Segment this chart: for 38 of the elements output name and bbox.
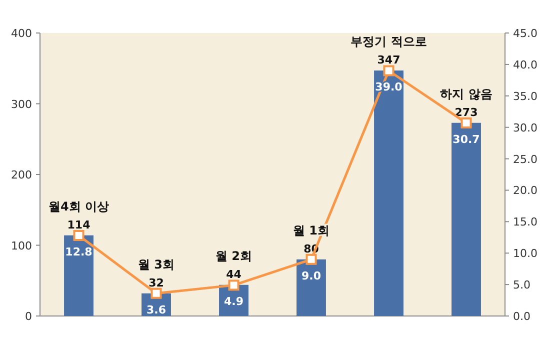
y2-tick-label: 30.0 xyxy=(513,121,538,134)
y2-tick-label: 0.0 xyxy=(513,310,530,323)
y-tick-label: 300 xyxy=(11,98,32,111)
data-label: 30.7 xyxy=(452,132,480,146)
data-label: 32 xyxy=(148,276,164,290)
y2-tick-label: 40.0 xyxy=(513,58,538,72)
y2-tick-label: 10.0 xyxy=(513,247,538,260)
x-tick-label: 월 3회 xyxy=(138,257,175,272)
point xyxy=(460,117,472,128)
data-label: 347 xyxy=(377,54,400,66)
data-label: 44 xyxy=(226,268,242,281)
y-tick-label: 100 xyxy=(11,239,32,252)
point xyxy=(383,65,394,76)
y2-tick-label: 25.0 xyxy=(513,152,538,166)
x-tick-label: 월 2회 xyxy=(215,248,252,263)
point xyxy=(228,280,240,291)
bar xyxy=(374,70,404,316)
y2-tick-label: 45.0 xyxy=(513,27,538,40)
data-label: 12.8 xyxy=(65,246,92,258)
bar xyxy=(452,122,481,316)
point xyxy=(73,230,84,241)
data-label: 273 xyxy=(454,106,478,119)
y-tick-label: 400 xyxy=(11,27,32,40)
x-tick-label: 부정기 적으로 xyxy=(350,34,427,48)
point xyxy=(150,288,162,299)
data-label: 9.0 xyxy=(302,269,322,282)
y2-tick-label: 15.0 xyxy=(513,216,538,229)
y2-tick-label: 5.0 xyxy=(513,278,530,292)
data-label: 114 xyxy=(67,218,91,232)
y-tick-label: 200 xyxy=(11,168,32,182)
point xyxy=(306,254,317,265)
data-label: 3.6 xyxy=(146,303,166,316)
data-label: 4.9 xyxy=(224,295,244,308)
y2-tick-label: 20.0 xyxy=(513,184,538,198)
x-tick-label: 월4회 이상 xyxy=(48,199,110,214)
y2-tick-label: 35.0 xyxy=(513,90,538,103)
y-tick-label: 0 xyxy=(25,310,32,323)
x-tick-label: 하지 않음 xyxy=(440,86,492,101)
